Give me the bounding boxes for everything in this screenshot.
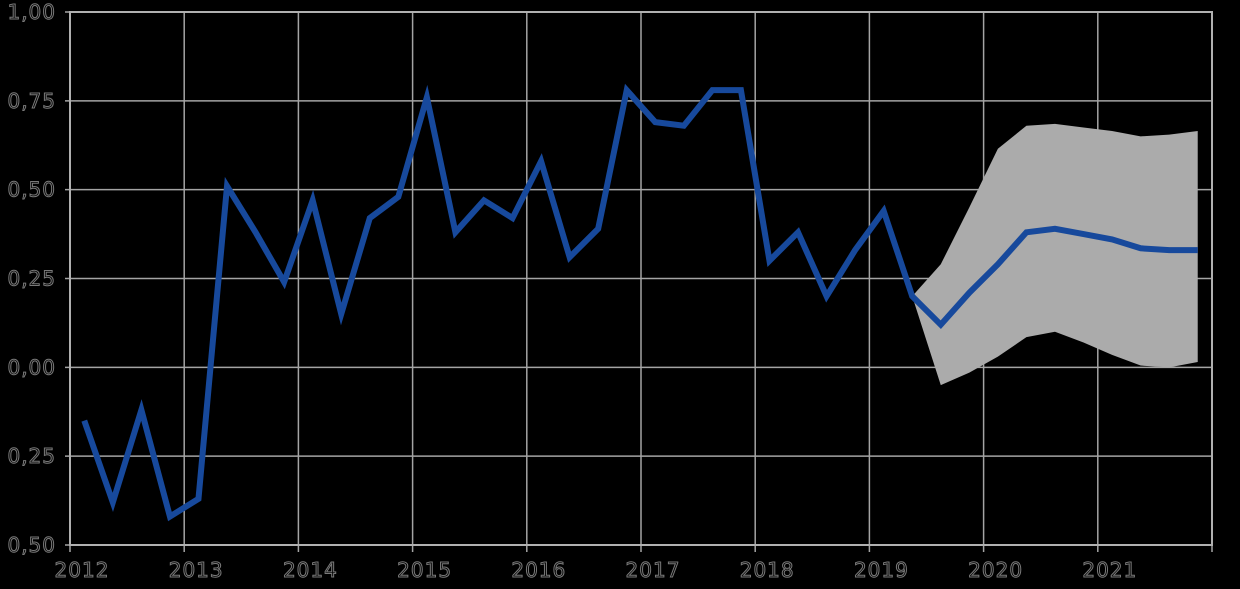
x-tick-label: 2012 [55, 558, 110, 582]
x-tick-label: 2016 [511, 558, 566, 582]
x-tick-label: 2021 [1082, 558, 1137, 582]
x-tick-label: 2020 [968, 558, 1023, 582]
y-tick-label: 0,50 [7, 178, 56, 202]
y-tick-label: 0,50 [7, 533, 56, 557]
plot-border [69, 11, 1213, 546]
y-tick-label: 0,00 [7, 355, 56, 379]
x-tick-label: 2017 [626, 558, 681, 582]
y-tick-label: 0,25 [7, 267, 56, 291]
series-line [81, 83, 1198, 522]
x-tick-label: 2015 [397, 558, 452, 582]
x-tick-label: 2014 [283, 558, 338, 582]
x-tick-label: 2019 [854, 558, 909, 582]
y-tick-label: 1,00 [7, 0, 56, 24]
confidence-band [912, 123, 1198, 386]
y-tick-label: 0,25 [7, 444, 56, 468]
x-tick-label: 2013 [169, 558, 224, 582]
y-tick-label: 0,75 [7, 89, 56, 113]
x-tick-label: 2018 [740, 558, 795, 582]
